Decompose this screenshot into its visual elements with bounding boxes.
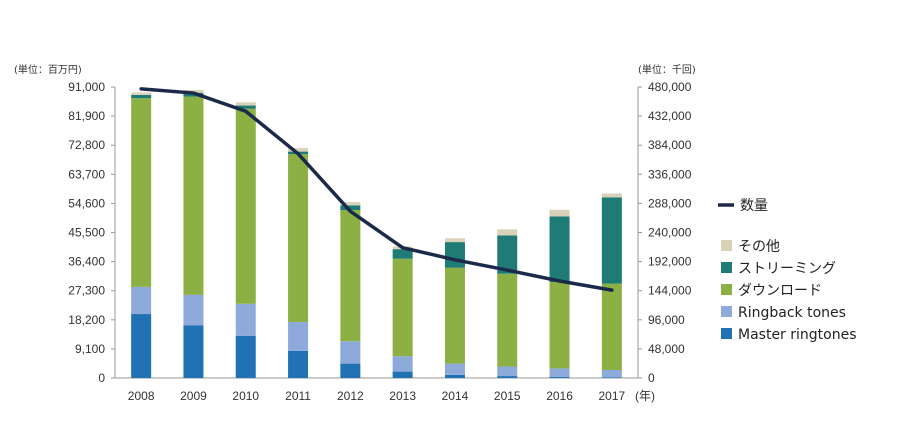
bar-segment-1-2011 [288, 322, 309, 351]
bar-segment-4-2010 [235, 102, 256, 106]
bar-segment-2-2014 [444, 267, 465, 364]
bar-segment-0-2017 [601, 377, 622, 378]
right-tick-label: 48,000 [648, 342, 685, 356]
legend-swatch [721, 306, 732, 317]
legend-label: Master ringtones [738, 327, 857, 343]
bar-segment-4-2017 [601, 193, 622, 198]
bar-segment-2-2016 [549, 282, 570, 369]
bar-segment-4-2012 [340, 202, 361, 206]
x-tick-label: 2010 [232, 389, 259, 403]
bar-segment-0-2009 [183, 325, 204, 378]
right-tick-label: 240,000 [648, 226, 692, 240]
legend-label-line: 数量 [740, 198, 768, 214]
tick-labels: 0 9,100 18,200 27,300 36,400 45,500 54,600 63,7… [68, 80, 691, 403]
bar-segment-4-2016 [549, 209, 570, 217]
bar-segment-2-2012 [340, 210, 361, 342]
right-tick-label: 288,000 [648, 196, 692, 210]
bar-segment-3-2012 [340, 205, 361, 211]
bar-segment-0-2012 [340, 363, 361, 378]
left-tick-label: 9,100 [75, 342, 105, 356]
left-tick-label: 18,200 [68, 313, 105, 327]
bar-segment-3-2017 [601, 197, 622, 284]
left-axis-unit: (単位：百万円) [14, 63, 82, 76]
right-tick-label: 192,000 [648, 255, 692, 269]
bar-segment-2-2008 [131, 98, 152, 287]
x-tick-label: 2008 [128, 389, 155, 403]
right-axis-unit: (単位：千回) [638, 63, 696, 76]
bars [131, 89, 622, 378]
bar-segment-0-2015 [497, 376, 518, 378]
legend-swatch [721, 262, 732, 273]
bar-segment-2-2011 [288, 154, 309, 323]
right-tick-label: 96,000 [648, 313, 685, 327]
x-tick-label: 2011 [285, 389, 311, 403]
bar-segment-3-2010 [235, 105, 256, 109]
x-tick-label: 2017 [598, 389, 625, 403]
bar-segment-3-2015 [497, 235, 518, 274]
line-series-quantity [139, 87, 614, 292]
x-axis-suffix: (年) [635, 389, 655, 403]
line-layer [139, 87, 614, 292]
legend-swatch [721, 240, 732, 251]
bar-segment-1-2010 [235, 303, 256, 336]
bar-segment-1-2014 [444, 363, 465, 375]
legend-label: ストリーミング [738, 261, 836, 277]
bar-segment-2-2015 [497, 273, 518, 367]
bar-segment-1-2013 [392, 356, 413, 372]
bar-segment-1-2012 [340, 341, 361, 364]
left-tick-label: 27,300 [68, 284, 105, 298]
left-tick-label: 63,700 [68, 167, 105, 181]
right-tick-label: 144,000 [648, 284, 692, 298]
bar-segment-2-2017 [601, 283, 622, 371]
legend-swatch [721, 284, 732, 295]
x-tick-label: 2013 [389, 389, 416, 403]
bar-segment-0-2016 [549, 377, 570, 378]
x-tick-label: 2012 [337, 389, 364, 403]
right-tick-label: 0 [648, 371, 655, 385]
left-tick-label: 72,800 [68, 138, 105, 152]
bar-segment-1-2016 [549, 368, 570, 378]
bar-segment-3-2013 [392, 249, 413, 259]
left-tick-label: 91,000 [68, 80, 105, 94]
right-tick-label: 384,000 [648, 138, 692, 152]
bar-segment-4-2011 [288, 148, 309, 152]
bar-segment-1-2008 [131, 286, 152, 315]
bar-segment-4-2015 [497, 229, 518, 236]
right-tick-label: 336,000 [648, 167, 692, 181]
bar-segment-0-2014 [444, 374, 465, 378]
legend-label: ダウンロード [738, 283, 822, 299]
x-tick-label: 2016 [546, 389, 573, 403]
bar-segment-4-2014 [444, 238, 465, 243]
bar-segment-1-2017 [601, 370, 622, 378]
right-tick-label: 480,000 [648, 80, 692, 94]
bar-segment-0-2010 [235, 335, 256, 378]
bar-segment-4-2008 [131, 92, 152, 95]
x-tick-label: 2009 [180, 389, 207, 403]
left-tick-label: 36,400 [68, 255, 105, 269]
bar-segment-1-2009 [183, 294, 204, 326]
bar-segment-3-2016 [549, 216, 570, 283]
bar-segment-0-2011 [288, 350, 309, 378]
right-tick-label: 432,000 [648, 109, 692, 123]
bar-segment-2-2010 [235, 108, 256, 304]
bar-segment-0-2008 [131, 314, 152, 378]
bar-segment-1-2015 [497, 366, 518, 377]
bar-segment-3-2008 [131, 94, 152, 99]
bar-segment-3-2014 [444, 242, 465, 268]
legend-swatch [721, 328, 732, 339]
x-tick-label: 2015 [494, 389, 521, 403]
bar-segment-0-2013 [392, 371, 413, 378]
legend-label: その他 [738, 239, 780, 255]
legend-label: Ringback tones [738, 305, 846, 321]
left-tick-label: 0 [98, 371, 105, 385]
left-tick-label: 45,500 [68, 226, 105, 240]
bar-segment-2-2009 [183, 96, 204, 295]
bar-segment-2-2013 [392, 258, 413, 357]
left-tick-label: 54,600 [68, 196, 105, 210]
x-tick-label: 2014 [442, 389, 469, 403]
left-tick-label: 81,900 [68, 109, 105, 123]
